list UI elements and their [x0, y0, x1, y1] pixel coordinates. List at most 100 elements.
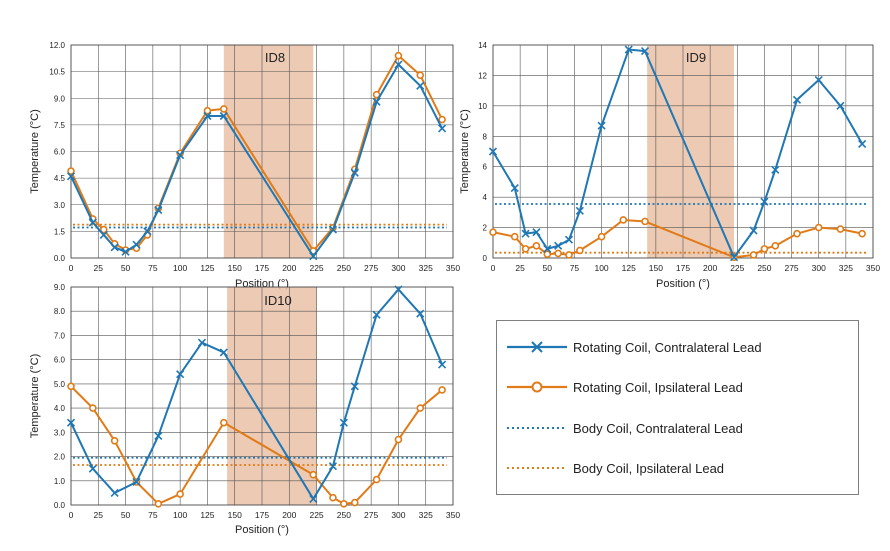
x-tick-label: 100 — [173, 510, 187, 520]
x-tick-label: 50 — [121, 263, 131, 273]
data-point-ipsilateral — [771, 242, 780, 250]
x-tick-label: 350 — [446, 510, 460, 520]
marker-stroke — [309, 494, 318, 504]
x-tick-label: 25 — [515, 263, 525, 273]
marker-stroke — [143, 227, 152, 236]
x-axis-label: Position (°) — [656, 278, 710, 290]
x-tick-label: 250 — [337, 510, 351, 520]
y-tick-label: 4 — [483, 193, 488, 202]
x-tick-label: 275 — [364, 510, 378, 520]
data-point-contralateral — [350, 168, 359, 177]
marker-stroke — [121, 247, 130, 256]
x-tick-label: 250 — [757, 263, 771, 273]
marker-stroke — [110, 243, 119, 252]
data-point-ipsilateral — [554, 249, 562, 258]
y-tick-label: 6 — [483, 163, 488, 172]
y-tick-label: 12.0 — [49, 41, 65, 50]
marker-stroke — [394, 285, 403, 294]
x-tick-label: 50 — [121, 510, 131, 520]
marker-stroke — [858, 139, 867, 148]
x-tick-label: 300 — [391, 510, 405, 520]
data-point-contralateral — [438, 124, 447, 133]
y-tick-label: 9.0 — [54, 94, 66, 103]
marker-stroke — [814, 75, 823, 85]
data-point-contralateral — [858, 139, 867, 148]
marker-stroke — [350, 382, 359, 391]
marker-stroke — [219, 348, 228, 357]
data-point-contralateral — [203, 111, 212, 121]
series-line-contralateral — [70, 288, 444, 500]
chart-title: ID9 — [686, 50, 706, 65]
y-tick-label: 6.0 — [54, 148, 66, 157]
y-tick-label: 0.0 — [54, 254, 66, 263]
x-tick-label: 225 — [309, 510, 323, 520]
marker-stroke — [760, 197, 769, 206]
chart-title: ID10 — [264, 293, 291, 308]
y-axis-label: Temperature (°C) — [29, 109, 41, 193]
data-point-contralateral — [575, 206, 584, 215]
data-point-contralateral — [110, 243, 119, 252]
marker-stroke — [836, 101, 845, 110]
data-point-ipsilateral — [329, 493, 337, 502]
legend-item-body-ipsilateral: Body Coil, Ipsilateral Lead — [505, 458, 724, 478]
data-point-contralateral — [132, 240, 141, 249]
x-tick-label: 100 — [594, 263, 608, 273]
marker-stroke — [372, 310, 381, 319]
y-axis-label: Temperature (°C) — [459, 109, 471, 193]
data-point-ipsilateral — [749, 251, 758, 259]
x-tick-label: 200 — [703, 263, 717, 273]
data-point-contralateral — [640, 47, 650, 56]
data-point-ipsilateral — [67, 382, 75, 391]
marker-stroke — [176, 150, 185, 160]
data-point-ipsilateral — [521, 245, 530, 253]
data-point-ipsilateral — [220, 418, 228, 427]
data-point-contralateral — [488, 147, 498, 156]
y-tick-label: 8.0 — [54, 307, 66, 316]
data-point-contralateral — [88, 464, 97, 473]
x-tick-label: 75 — [148, 510, 158, 520]
x-tick-label: 175 — [255, 263, 269, 273]
data-point-ipsilateral — [836, 225, 845, 233]
x-tick-label: 125 — [200, 263, 214, 273]
data-point-ipsilateral — [814, 223, 823, 232]
legend-label: Body Coil, Contralateral Lead — [573, 420, 743, 436]
data-point-ipsilateral — [154, 499, 163, 508]
data-point-contralateral — [543, 244, 552, 253]
data-point-contralateral — [328, 225, 338, 234]
data-point-contralateral — [121, 247, 130, 256]
marker-stroke — [521, 229, 530, 238]
x-tick-label: 50 — [543, 263, 553, 273]
x-tick-label: 150 — [228, 510, 242, 520]
data-point-contralateral — [328, 462, 338, 471]
marker-stroke — [394, 60, 403, 69]
y-axis-label: Temperature (°C) — [29, 354, 41, 438]
data-point-ipsilateral — [416, 71, 425, 79]
x-tick-label: 0 — [69, 510, 74, 520]
y-tick-label: 3.0 — [54, 428, 66, 437]
data-point-contralateral — [132, 477, 141, 487]
data-point-ipsilateral — [67, 167, 75, 175]
x-tick-label: 25 — [94, 263, 104, 273]
x-tick-label: 150 — [228, 263, 242, 273]
y-tick-label: 0 — [483, 254, 488, 263]
x-tick-label: 75 — [570, 263, 580, 273]
marker-stroke — [197, 338, 207, 347]
x-tick-label: 125 — [200, 510, 214, 520]
data-point-contralateral — [219, 348, 228, 357]
y-tick-label: 1.5 — [54, 227, 66, 236]
chart-id8: 0 25 50 75 100 125 150 175 200 225 250 275 300 325 350… — [29, 41, 460, 290]
marker-stroke — [309, 252, 318, 261]
data-point-contralateral — [814, 75, 823, 85]
data-point-contralateral — [749, 226, 758, 235]
marker-stroke — [328, 462, 338, 471]
data-point-contralateral — [309, 494, 318, 504]
chart-legend: Rotating Coil, Contralateral Lead Rotati… — [496, 320, 859, 495]
marker-stroke — [597, 121, 606, 130]
marker-stroke — [66, 172, 76, 181]
data-point-contralateral — [66, 418, 76, 427]
data-point-contralateral — [339, 418, 348, 427]
marker-stroke — [154, 431, 163, 441]
data-point-contralateral — [554, 241, 563, 250]
data-point-contralateral — [532, 228, 541, 237]
data-point-contralateral — [176, 150, 185, 160]
